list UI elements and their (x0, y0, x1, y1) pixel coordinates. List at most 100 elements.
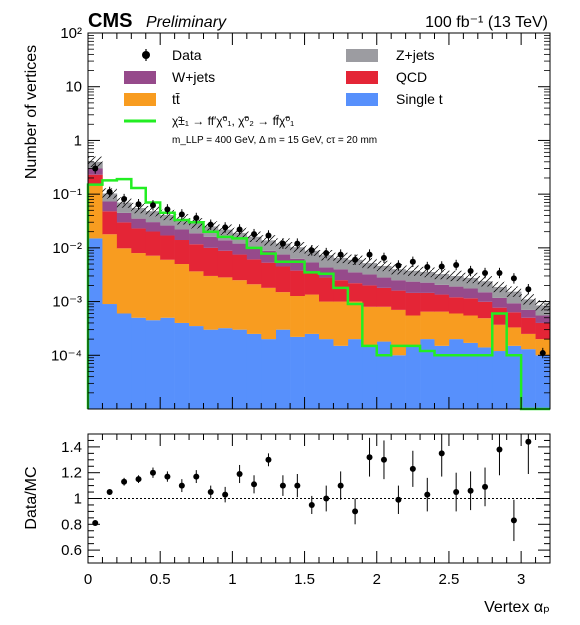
x-tick-label: 1 (228, 571, 236, 588)
legend-label-zjets: Z+jets (396, 47, 435, 63)
stack-bar-single-t-20 (376, 341, 392, 409)
stack-bar-tt--7 (189, 271, 204, 327)
stack-bar-qcd-9 (217, 250, 233, 278)
stack-bar-single-t-15 (304, 333, 320, 409)
stack-bar-single-t-4 (145, 320, 161, 409)
stack-bar-w-jets-14 (290, 258, 305, 271)
stack-bar-single-t-5 (160, 317, 175, 409)
uncertainty-band-22 (405, 265, 421, 276)
stack-bar-w-jets-15 (304, 262, 320, 274)
stack-bar-tt--1 (102, 234, 118, 305)
ratio-point-9 (222, 491, 229, 498)
signal-step-line (86, 177, 550, 411)
x-tick-label: 1.5 (294, 571, 315, 588)
uncertainty-band-24 (434, 268, 449, 280)
data-point-19 (366, 251, 373, 258)
main-y-tick-label: 10² (60, 25, 82, 42)
stack-bar-tt--31 (535, 339, 551, 356)
stack-bar-w-jets-7 (189, 233, 204, 245)
main-y-tick-label: 1 (74, 132, 82, 149)
stack-bar-tt--3 (131, 253, 147, 318)
stack-bar-z-jets-14 (290, 247, 305, 259)
stack-bar-qcd-27 (477, 301, 493, 319)
data-point-18 (352, 256, 359, 263)
stack-bar-single-t-21 (391, 355, 406, 409)
legend-label-singlet: Single t (396, 91, 443, 107)
stack-bar-tt--12 (261, 287, 276, 340)
ratio-point-1 (106, 489, 113, 496)
ratio-y-tick-label: 1 (74, 491, 82, 508)
stack-bar-tt--0 (88, 184, 103, 239)
stack-bar-z-jets-11 (246, 236, 262, 248)
ratio-point-15 (308, 501, 315, 508)
stack-bar-single-t-10 (232, 329, 248, 409)
stack-bar-qcd-25 (448, 297, 464, 314)
stack-bar-qcd-11 (246, 259, 262, 285)
stack-bar-w-jets-2 (116, 212, 132, 223)
data-point-11 (251, 231, 258, 238)
stack-bar-tt--26 (463, 315, 479, 343)
stack-bar-qcd-24 (434, 294, 450, 312)
stack-bar-w-jets-21 (391, 280, 406, 291)
stack-bar-qcd-5 (160, 235, 175, 260)
legend-swatch-qcd (346, 71, 378, 84)
stack-bar-qcd-30 (521, 317, 536, 334)
stack-bar-single-t-18 (347, 339, 363, 409)
stack-bar-tt--8 (203, 275, 219, 330)
data-point-13 (279, 240, 286, 247)
ratio-point-3 (135, 476, 142, 483)
stack-bar-tt--29 (506, 327, 522, 346)
legend-label-data: Data (172, 47, 202, 63)
stack-bar-z-jets-28 (492, 286, 507, 298)
stack-bar-tt--17 (333, 301, 349, 346)
data-point-5 (164, 206, 171, 213)
ratio-point-14 (294, 482, 301, 489)
ratio-point-8 (207, 489, 214, 496)
stack-bar-single-t-2 (116, 313, 132, 409)
stack-bar-single-t-3 (131, 317, 147, 409)
stack-bar-w-jets-6 (174, 229, 190, 241)
stack-bar-qcd-23 (420, 292, 435, 312)
stack-bar-single-t-0 (88, 238, 103, 409)
stack-bar-tt--9 (217, 277, 233, 329)
ratio-point-7 (193, 473, 200, 480)
stack-bar-qcd-1 (102, 211, 118, 235)
stack-bar-z-jets-20 (376, 265, 392, 278)
stack-bar-qcd-7 (189, 244, 204, 272)
stack-bar-qcd-13 (275, 266, 291, 293)
uncertainty-band-19 (362, 257, 377, 269)
stack-bar-single-t-9 (217, 328, 233, 409)
stack-bar-qcd-19 (362, 285, 378, 307)
uncertainty-band-4 (145, 205, 161, 217)
stack-bar-tt--28 (492, 324, 507, 352)
stack-bar-tt--24 (434, 311, 450, 346)
ratio-y-tick-label: 0.6 (61, 542, 82, 559)
stack-bar-z-jets-25 (448, 275, 464, 287)
data-point-2 (121, 196, 128, 203)
data-point-1 (106, 188, 113, 195)
stacked-histograms (88, 156, 551, 409)
ratio-point-2 (121, 478, 128, 485)
stack-bar-single-t-31 (535, 355, 551, 409)
stack-bar-w-jets-5 (160, 225, 175, 236)
stack-bar-tt--25 (448, 313, 464, 340)
uncertainty-band-20 (376, 260, 392, 272)
data-point-16 (323, 250, 330, 257)
stack-bar-w-jets-10 (232, 243, 248, 255)
stack-bar-z-jets-12 (261, 240, 276, 251)
ratio-y-tick-label: 1.2 (61, 465, 82, 482)
stack-bar-tt--15 (304, 294, 320, 334)
ratio-point-25 (453, 489, 460, 496)
stack-bar-z-jets-3 (131, 208, 147, 219)
stack-bar-w-jets-22 (405, 281, 421, 293)
stack-bar-w-jets-25 (448, 286, 464, 298)
stack-bar-qcd-26 (463, 298, 479, 316)
stack-bar-tt--14 (290, 295, 305, 337)
stack-bar-z-jets-15 (304, 250, 320, 263)
stack-bar-single-t-23 (420, 339, 435, 409)
stack-bar-qcd-12 (261, 262, 276, 288)
data-point-28 (496, 270, 503, 277)
stack-bar-single-t-7 (189, 326, 204, 409)
ratio-point-6 (178, 482, 185, 489)
